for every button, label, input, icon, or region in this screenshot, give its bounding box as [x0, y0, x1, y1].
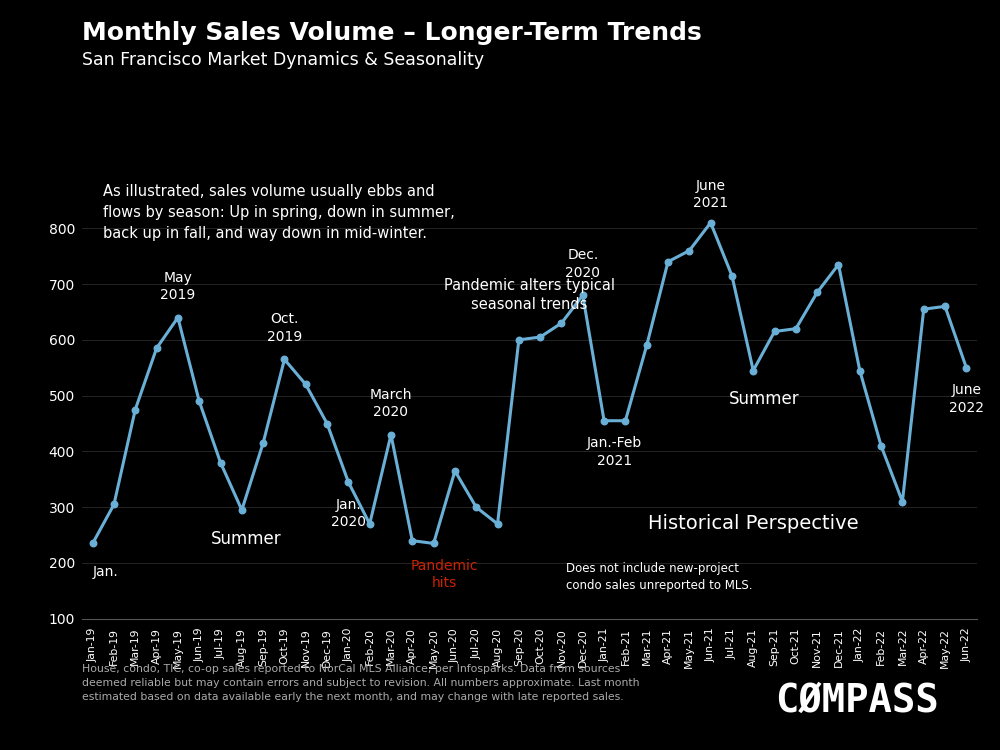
- Text: Pandemic
hits: Pandemic hits: [411, 559, 478, 590]
- Point: [127, 404, 143, 416]
- Text: Oct.
2019: Oct. 2019: [267, 313, 302, 344]
- Point: [916, 303, 932, 315]
- Point: [170, 311, 186, 323]
- Text: Jan.
2020: Jan. 2020: [331, 498, 366, 529]
- Point: [958, 362, 974, 374]
- Point: [490, 518, 506, 530]
- Text: San Francisco Market Dynamics & Seasonality: San Francisco Market Dynamics & Seasonal…: [82, 51, 484, 69]
- Text: March
2020: March 2020: [370, 388, 412, 419]
- Text: Historical Perspective: Historical Perspective: [648, 514, 859, 533]
- Point: [426, 538, 442, 550]
- Point: [298, 379, 314, 391]
- Point: [596, 415, 612, 427]
- Point: [830, 259, 846, 271]
- Text: As illustrated, sales volume usually ebbs and
flows by season: Up in spring, dow: As illustrated, sales volume usually ebb…: [103, 184, 455, 241]
- Point: [745, 364, 761, 376]
- Point: [575, 290, 591, 302]
- Point: [383, 429, 399, 441]
- Point: [617, 415, 633, 427]
- Point: [255, 437, 271, 449]
- Point: [468, 501, 484, 513]
- Point: [340, 476, 356, 488]
- Point: [276, 353, 292, 365]
- Point: [234, 504, 250, 516]
- Text: May
2019: May 2019: [160, 271, 196, 302]
- Text: June
2022: June 2022: [949, 383, 984, 415]
- Point: [404, 535, 420, 547]
- Point: [639, 340, 655, 352]
- Point: [703, 217, 719, 229]
- Point: [937, 300, 953, 312]
- Point: [788, 322, 804, 334]
- Point: [724, 270, 740, 282]
- Point: [681, 244, 697, 256]
- Point: [553, 317, 569, 329]
- Point: [447, 465, 463, 477]
- Point: [85, 538, 101, 550]
- Point: [106, 499, 122, 511]
- Point: [660, 256, 676, 268]
- Text: Monthly Sales Volume – Longer-Term Trends: Monthly Sales Volume – Longer-Term Trend…: [82, 21, 702, 45]
- Point: [319, 418, 335, 430]
- Text: June
2021: June 2021: [693, 179, 728, 211]
- Point: [511, 334, 527, 346]
- Point: [149, 342, 165, 354]
- Point: [532, 331, 548, 343]
- Text: Jan.: Jan.: [93, 565, 118, 579]
- Text: Summer: Summer: [211, 530, 281, 548]
- Text: Summer: Summer: [729, 390, 799, 408]
- Point: [191, 395, 207, 407]
- Point: [894, 496, 910, 508]
- Point: [852, 364, 868, 376]
- Point: [873, 440, 889, 452]
- Text: Pandemic alters typical
seasonal trends: Pandemic alters typical seasonal trends: [444, 278, 615, 312]
- Text: CØMPASS: CØMPASS: [775, 682, 939, 720]
- Text: Jan.-Feb
2021: Jan.-Feb 2021: [587, 436, 642, 468]
- Text: Does not include new-project
condo sales unreported to MLS.: Does not include new-project condo sales…: [566, 562, 752, 592]
- Point: [809, 286, 825, 298]
- Point: [362, 518, 378, 530]
- Text: House, condo, TIC, co-op sales reported to NorCal MLS Alliance, per Infosparks. : House, condo, TIC, co-op sales reported …: [82, 664, 640, 702]
- Point: [213, 457, 229, 469]
- Text: Dec.
2020: Dec. 2020: [565, 248, 600, 280]
- Point: [767, 326, 783, 338]
